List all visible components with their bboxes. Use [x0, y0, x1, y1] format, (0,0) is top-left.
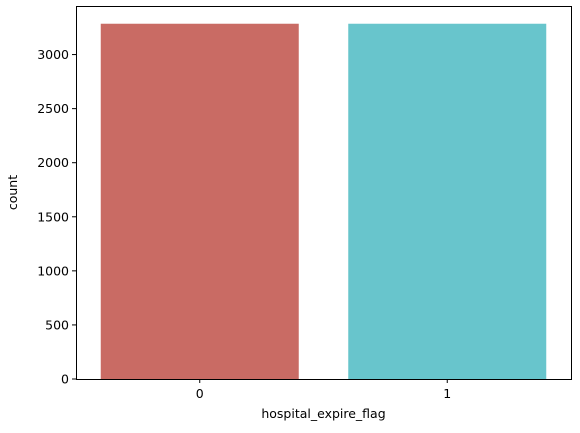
y-axis-ticks: 0 500 1000 1500 2000 2500 3000	[37, 47, 76, 387]
bar-0	[100, 23, 299, 380]
x-tick-label: 0	[196, 386, 204, 401]
y-tick-label: 0	[61, 372, 69, 387]
bar-1	[348, 23, 547, 380]
bars-group	[100, 23, 547, 380]
y-tick-label: 3000	[37, 47, 69, 62]
y-tick-label: 2500	[37, 101, 69, 116]
y-tick-label: 1500	[37, 209, 69, 224]
y-tick-label: 1000	[37, 263, 69, 278]
x-tick-label: 1	[443, 386, 451, 401]
plot-frame	[76, 6, 572, 380]
x-axis-label: hospital_expire_flag	[261, 406, 385, 421]
y-tick-label: 500	[45, 317, 69, 332]
y-tick-label: 2000	[37, 155, 69, 170]
y-axis-label: count	[5, 175, 20, 210]
